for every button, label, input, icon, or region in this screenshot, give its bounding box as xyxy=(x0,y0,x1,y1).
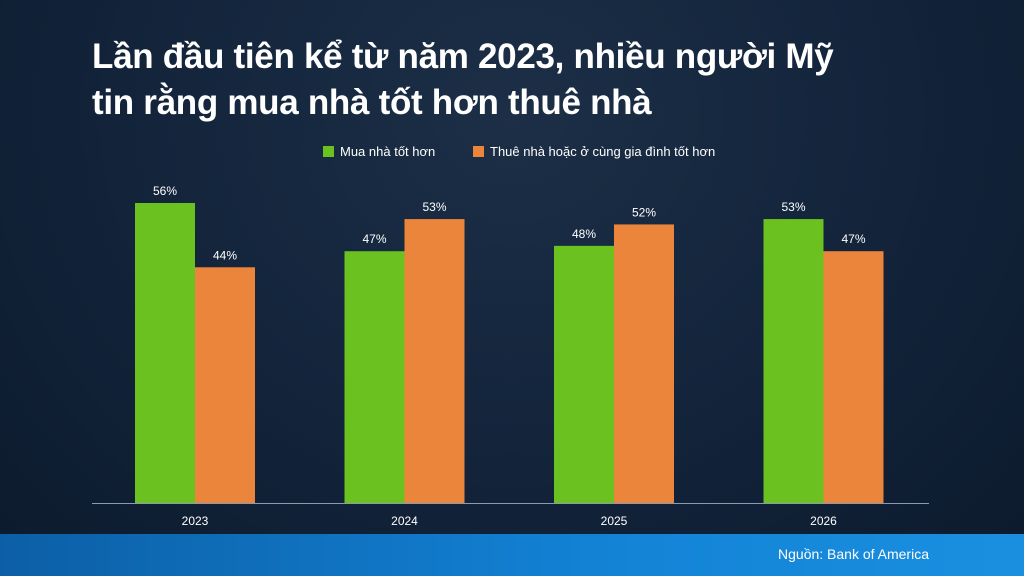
legend-label-rent: Thuê nhà hoặc ở cùng gia đình tốt hơn xyxy=(490,144,716,159)
title-line-1: Lần đầu tiên kể từ năm 2023, nhiều người… xyxy=(92,37,834,76)
bar-buy-2023 xyxy=(135,203,195,503)
bar-buy-2025 xyxy=(554,245,614,503)
title-line-2: tin rằng mua nhà tốt hơn thuê nhà xyxy=(92,83,652,122)
footer-bar: Nguồn: Bank of America xyxy=(0,534,1024,576)
chart-title: Lần đầu tiên kể từ năm 2023, nhiều người… xyxy=(92,34,952,126)
data-label-buy-2024: 47% xyxy=(362,232,386,246)
bar-buy-2026 xyxy=(763,219,824,504)
data-label-rent-2024: 53% xyxy=(422,200,446,214)
legend-item-buy: Mua nhà tốt hơn xyxy=(323,144,435,159)
data-label-rent-2023: 44% xyxy=(213,248,237,262)
source-note: Nguồn: Bank of America xyxy=(778,546,929,562)
bar-chart: 56% 44% 2023 47% 53% 2024 48% 52% 2025 53% 47% 2026 xyxy=(92,184,929,528)
data-label-buy-2025: 48% xyxy=(572,227,596,241)
legend: Mua nhà tốt hơn Thuê nhà hoặc ở cùng gia… xyxy=(0,144,1024,164)
bar-buy-2024 xyxy=(344,251,405,503)
bar-rent-2024 xyxy=(404,219,465,504)
bar-rent-2025 xyxy=(614,224,674,503)
data-label-rent-2025: 52% xyxy=(632,205,656,219)
bar-rent-2026 xyxy=(823,251,884,503)
x-tick-label-2026: 2026 xyxy=(810,514,837,528)
legend-swatch-rent xyxy=(473,146,484,157)
legend-label-buy: Mua nhà tốt hơn xyxy=(340,144,436,159)
legend-item-rent: Thuê nhà hoặc ở cùng gia đình tốt hơn xyxy=(473,144,715,159)
x-tick-label-2023: 2023 xyxy=(182,514,209,528)
bar-rent-2023 xyxy=(195,267,255,503)
data-label-buy-2023: 56% xyxy=(153,184,177,198)
legend-swatch-buy xyxy=(323,146,334,157)
data-label-rent-2026: 47% xyxy=(841,232,865,246)
x-tick-label-2024: 2024 xyxy=(391,514,418,528)
data-label-buy-2026: 53% xyxy=(781,200,805,214)
x-tick-label-2025: 2025 xyxy=(601,514,628,528)
